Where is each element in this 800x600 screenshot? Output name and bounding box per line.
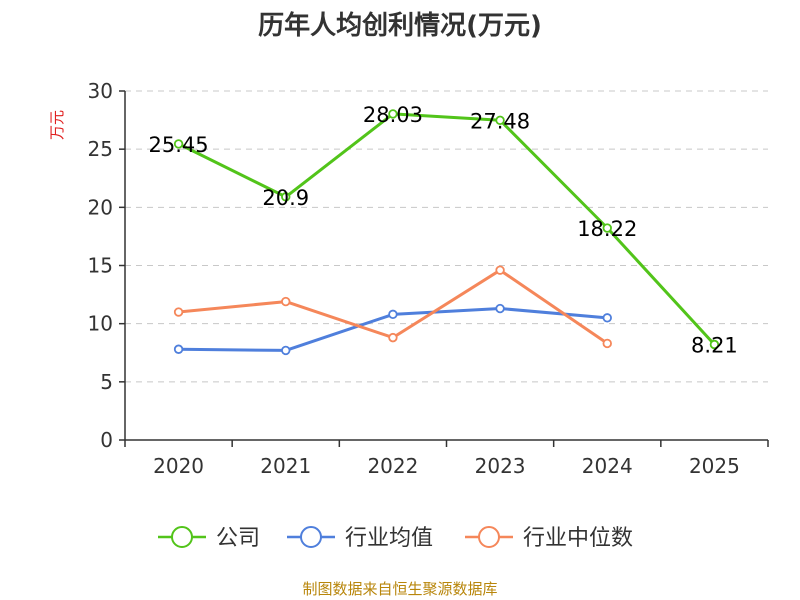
y-axis-label: 万元	[48, 110, 66, 140]
y-tick-label-0: 0	[100, 428, 113, 452]
x-tick-label-2021: 2021	[260, 454, 311, 478]
grid-lines	[125, 90, 768, 383]
point-行业均值-2021	[281, 345, 291, 356]
point-行业中位数-2021	[281, 296, 291, 307]
point-行业均值-2020	[173, 344, 184, 354]
x-tick-label-2024: 2024	[582, 454, 633, 478]
legend-marker-行业中位数	[478, 526, 500, 548]
x-tick-label-2023: 2023	[475, 454, 526, 478]
legend-marker-公司	[171, 526, 193, 548]
point-公司-2022	[388, 109, 398, 119]
data-label-公司-2022: 28.03	[363, 103, 423, 127]
x-tick-label-2022: 2022	[367, 454, 418, 478]
y-tick-label-30: 30	[88, 79, 113, 103]
point-公司-2024	[602, 223, 612, 233]
series-line-公司	[177, 112, 716, 346]
legend-label-公司: 公司	[216, 526, 260, 551]
data-label-公司-2021: 20.9	[262, 186, 309, 210]
data-label-公司-2024: 18.22	[577, 217, 637, 241]
chart-title: 历年人均创利情况(万元)	[258, 10, 542, 41]
point-公司-2025	[709, 339, 720, 350]
y-tick-label-15: 15	[88, 254, 113, 278]
point-行业均值-2022	[388, 309, 398, 320]
y-tick-label-25: 25	[88, 137, 113, 161]
point-公司-2021	[281, 192, 291, 202]
x-tick-label-2025: 2025	[689, 454, 740, 478]
point-行业均值-2024	[602, 313, 612, 323]
series-line-行业中位数	[178, 268, 609, 345]
data-label-公司-2020: 25.45	[149, 133, 209, 157]
data-label-公司-2025: 8.21	[691, 333, 738, 357]
series-lines	[173, 109, 720, 356]
point-行业中位数-2022	[388, 332, 398, 343]
y-tick-label-10: 10	[88, 312, 113, 336]
legend-label-行业均值: 行业均值	[345, 526, 433, 551]
point-行业均值-2023	[495, 303, 505, 314]
point-行业中位数-2024	[602, 338, 612, 349]
data-label-公司-2023: 27.48	[470, 109, 530, 133]
point-公司-2023	[495, 115, 505, 126]
x-tick-label-2020: 2020	[153, 454, 204, 478]
legend-marker-行业均值	[300, 526, 322, 548]
point-行业中位数-2020	[173, 307, 184, 317]
legend: 公司 行业均值 行业中位数	[158, 526, 633, 551]
y-tick-label-20: 20	[88, 195, 113, 219]
point-公司-2020	[173, 139, 184, 149]
legend-label-行业中位数: 行业中位数	[523, 526, 633, 551]
y-tick-label-5: 5	[100, 370, 113, 394]
point-行业中位数-2023	[495, 265, 505, 275]
source-note: 制图数据来自恒生聚源数据库	[302, 580, 497, 598]
data-labels: 25.45 20.9 28.03 27.48 18.22 8.21	[149, 103, 738, 358]
